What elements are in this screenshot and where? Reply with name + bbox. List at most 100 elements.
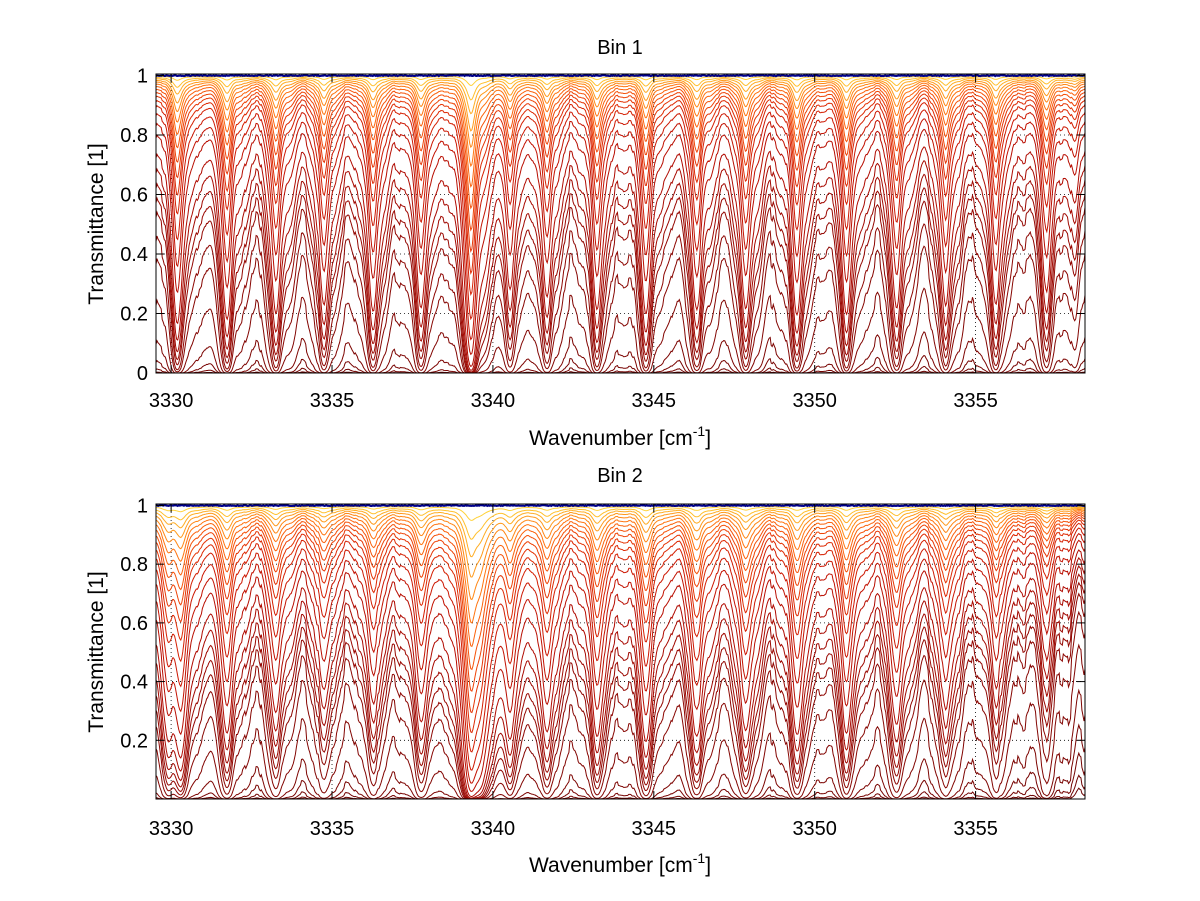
x-axis-label: Wavenumber [cm-1] — [529, 423, 711, 450]
curves — [156, 504, 1085, 799]
subplot-bin-1: Bin 1 0 0.2 0.4 0.6 0.8 1 3330 3335 3340 3345 335… — [85, 37, 1086, 450]
series-line — [156, 522, 1085, 753]
series-line — [156, 159, 1085, 371]
y-tick-label: 1 — [137, 65, 148, 87]
series-line — [156, 507, 1085, 578]
series-line — [156, 82, 1085, 168]
series-line — [156, 539, 1085, 792]
x-axis-label-suffix: ] — [705, 854, 711, 877]
series-line — [156, 517, 1085, 714]
series-line — [156, 74, 1085, 78]
series-line — [156, 573, 1085, 799]
series-line — [156, 87, 1085, 210]
y-tick-label: 0.4 — [120, 672, 148, 694]
series-line — [156, 610, 1085, 799]
series-line — [156, 643, 1085, 799]
axes-box — [155, 73, 1086, 374]
series-line — [156, 128, 1085, 356]
y-tick-label: 0.2 — [120, 730, 148, 752]
series-line — [156, 287, 1085, 373]
y-axis-label: Transmittance [1] — [85, 571, 108, 732]
series-line — [156, 527, 1085, 771]
y-tick-label: 1 — [137, 495, 148, 517]
curves — [156, 74, 1085, 373]
series-line — [156, 245, 1085, 373]
series-line — [156, 592, 1085, 799]
x-tick-label: 3335 — [310, 390, 355, 412]
series-line — [156, 102, 1085, 297]
series-line — [156, 549, 1085, 798]
axes-frame — [155, 73, 1086, 374]
series-line — [156, 76, 1085, 101]
series-line — [156, 354, 1085, 373]
series-line — [156, 564, 1085, 799]
x-tick-label: 3355 — [953, 818, 998, 840]
x-tick-label: 3335 — [310, 818, 355, 840]
series-line — [156, 109, 1085, 321]
x-tick-label: 3340 — [471, 818, 516, 840]
series-line — [156, 519, 1085, 734]
series-line — [156, 187, 1085, 373]
x-tick-label: 3345 — [632, 818, 677, 840]
series-line — [156, 511, 1085, 648]
y-tick-label: 0.4 — [120, 244, 148, 266]
series-line — [156, 90, 1085, 232]
series-line — [156, 532, 1085, 784]
series-line — [156, 79, 1085, 132]
series-line — [156, 504, 1085, 508]
series-line — [156, 723, 1085, 799]
x-tick-label: 3340 — [471, 390, 516, 412]
axes-frame — [155, 503, 1086, 800]
series-line — [156, 331, 1085, 373]
y-tick-label: 0 — [137, 363, 148, 385]
series-line — [156, 93, 1085, 253]
x-axis-label: Wavenumber [cm-1] — [529, 850, 711, 877]
y-axis-label: Transmittance [1] — [85, 143, 108, 304]
x-tick-labels: 3330 3335 3340 3345 3350 3355 — [149, 390, 998, 412]
y-tick-labels: 0.2 0.4 0.6 0.8 1 — [120, 495, 148, 752]
x-axis-label-superscript: -1 — [693, 423, 706, 439]
x-tick-label: 3330 — [149, 390, 194, 412]
series-line — [156, 506, 1085, 540]
x-tick-label: 3330 — [149, 818, 194, 840]
subplot-title: Bin 1 — [597, 37, 643, 59]
series-line — [156, 510, 1085, 624]
x-tick-label: 3345 — [632, 390, 677, 412]
x-tick-label: 3355 — [953, 390, 998, 412]
series-line — [156, 505, 1085, 521]
x-axis-label-suffix: ] — [705, 427, 711, 450]
y-tick-label: 0.8 — [120, 554, 148, 576]
x-axis-label-superscript: -1 — [693, 850, 706, 866]
series-line — [156, 751, 1085, 799]
series-line — [156, 581, 1085, 799]
series-line — [156, 77, 1085, 115]
series-line — [156, 200, 1085, 373]
series-line — [156, 688, 1085, 799]
series-line — [156, 173, 1085, 373]
series-line — [156, 146, 1085, 368]
series-line — [156, 223, 1085, 373]
x-tick-labels: 3330 3335 3340 3345 3350 3355 — [149, 818, 998, 840]
x-tick-label: 3350 — [792, 390, 837, 412]
series-line — [156, 80, 1085, 149]
x-axis-label-text: Wavenumber [cm — [529, 854, 693, 877]
axes-box — [155, 503, 1086, 800]
subplot-bin-2: Bin 2 0.2 0.4 0.6 0.8 1 3330 3335 3340 3345 3350… — [85, 465, 1086, 877]
y-tick-label: 0.8 — [120, 125, 148, 147]
series-line — [156, 508, 1085, 601]
x-axis-label-text: Wavenumber [cm — [529, 427, 693, 450]
y-tick-label: 0.6 — [120, 184, 148, 206]
series-line — [156, 556, 1085, 799]
series-line — [156, 84, 1085, 188]
series-line — [156, 514, 1085, 692]
y-tick-label: 0.6 — [120, 613, 148, 635]
y-tick-labels: 0 0.2 0.4 0.6 0.8 1 — [120, 65, 148, 385]
subplot-title: Bin 2 — [597, 465, 643, 487]
x-tick-label: 3350 — [792, 818, 837, 840]
series-line — [156, 118, 1085, 341]
series-line — [156, 506, 1085, 558]
y-tick-label: 0.2 — [120, 303, 148, 325]
series-line — [156, 513, 1085, 671]
series-line — [156, 97, 1085, 275]
